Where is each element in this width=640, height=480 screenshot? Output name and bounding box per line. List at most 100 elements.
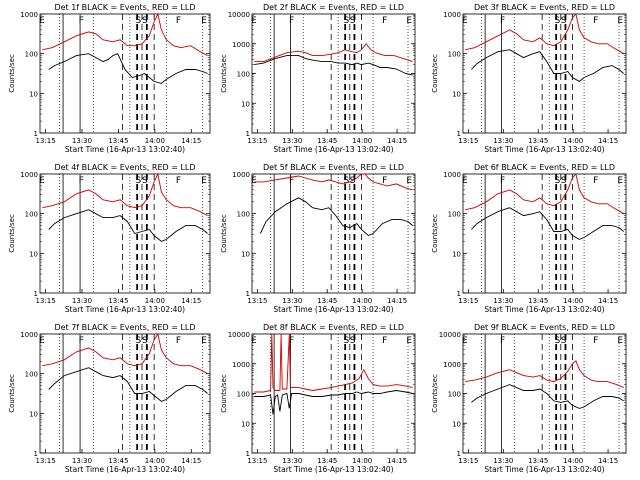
y-tick-label: 10	[452, 90, 461, 98]
x-tick-label: 13:30	[72, 457, 92, 465]
period-marker-label: F	[500, 176, 505, 186]
y-tick-label: 10	[29, 90, 38, 98]
y-tick-label: 1	[457, 450, 461, 458]
y-axis-label: Counts/sec	[220, 214, 228, 253]
y-tick-label: 100	[25, 371, 38, 379]
chart-title: Det 9f BLACK = Events, RED = LLD	[474, 323, 615, 332]
y-tick-label: 1000	[232, 171, 250, 179]
series-events	[48, 209, 208, 242]
x-axis-label: Start Time (16-Apr-13 13:02:40)	[273, 305, 393, 314]
period-marker-label: E	[39, 336, 45, 346]
period-marker-label: S	[350, 176, 356, 186]
y-tick-label: 100	[237, 211, 250, 219]
series-lld	[465, 173, 624, 215]
x-tick-label: 14:00	[352, 297, 372, 305]
period-marker-label: E	[462, 336, 468, 346]
period-marker-label: E	[39, 176, 45, 186]
series-lld	[42, 332, 208, 375]
period-marker-label: F	[593, 176, 598, 186]
period-marker-label: E	[406, 16, 412, 26]
series-lld	[254, 333, 413, 393]
period-marker-label: F	[289, 176, 294, 186]
period-marker-label: F	[500, 336, 505, 346]
x-tick-label: 14:15	[387, 137, 407, 145]
chart-title: Det 5f BLACK = Events, RED = LLD	[263, 163, 404, 172]
period-marker-label: F	[382, 336, 387, 346]
period-marker-label: E	[251, 16, 257, 26]
x-tick-label: 13:45	[528, 137, 548, 145]
x-tick-label: 14:00	[563, 137, 583, 145]
x-tick-label: 13:15	[458, 457, 478, 465]
y-tick-label: 1	[457, 290, 461, 298]
period-marker-label: S	[554, 336, 560, 346]
y-axis-label: Counts/sec	[431, 374, 439, 413]
period-marker-label: E	[406, 336, 412, 346]
series-lld	[465, 13, 624, 55]
x-tick-label: 14:15	[598, 457, 618, 465]
period-marker-label: E	[617, 336, 623, 346]
y-tick-label: 1	[246, 130, 250, 138]
series-events	[254, 390, 413, 415]
plot-frame	[39, 333, 211, 454]
period-marker-label: E	[462, 176, 468, 186]
series-events	[471, 207, 624, 240]
x-tick-label: 13:30	[493, 297, 513, 305]
y-tick-label: 1	[457, 130, 461, 138]
x-tick-label: 13:30	[282, 137, 302, 145]
period-marker-label: E	[39, 16, 45, 26]
period-marker-label: F	[289, 336, 294, 346]
period-marker-label: F	[593, 16, 598, 26]
y-tick-label: 100	[25, 51, 38, 59]
period-marker-label: E	[406, 176, 412, 186]
period-marker-label: E	[251, 336, 257, 346]
x-tick-label: 13:15	[35, 137, 55, 145]
period-marker-label: S	[350, 336, 356, 346]
period-marker-label: F	[382, 176, 387, 186]
y-tick-label: 1	[34, 290, 38, 298]
y-axis-label: Counts/sec	[431, 54, 439, 93]
period-marker-label: S	[343, 336, 349, 346]
period-marker-label: F	[176, 16, 181, 26]
x-axis-label: Start Time (16-Apr-13 13:02:40)	[65, 145, 185, 154]
y-tick-label: 10	[452, 420, 461, 428]
x-tick-label: 13:30	[282, 457, 302, 465]
x-tick-label: 13:45	[317, 297, 337, 305]
y-tick-label: 100	[25, 211, 38, 219]
period-marker-label: S	[561, 16, 567, 26]
period-marker-label: F	[79, 336, 84, 346]
period-marker-label: S	[142, 176, 148, 186]
y-tick-label: 10	[452, 250, 461, 258]
period-marker-label: E	[617, 176, 623, 186]
x-tick-label: 13:15	[247, 137, 267, 145]
y-axis-label: Counts/sec	[8, 54, 16, 93]
x-tick-label: 13:45	[528, 297, 548, 305]
y-tick-label: 10	[241, 100, 250, 108]
plot-frame	[39, 173, 211, 294]
series-lld	[465, 360, 624, 389]
period-marker-label: F	[500, 16, 505, 26]
y-tick-label: 10	[29, 250, 38, 258]
x-axis-label: Start Time (16-Apr-13 13:02:40)	[65, 465, 185, 474]
y-tick-label: 1000	[443, 171, 461, 179]
period-marker-label: E	[201, 16, 207, 26]
period-marker-label: F	[79, 16, 84, 26]
x-tick-label: 14:15	[181, 457, 201, 465]
series-lld	[254, 43, 413, 63]
x-tick-label: 14:15	[387, 297, 407, 305]
y-tick-label: 100	[448, 391, 461, 399]
x-tick-label: 13:45	[108, 137, 128, 145]
y-axis-label: Counts/sec	[220, 54, 228, 93]
x-tick-label: 13:45	[317, 137, 337, 145]
y-tick-label: 1000	[20, 11, 38, 19]
series-events	[48, 367, 208, 402]
period-marker-label: S	[561, 336, 567, 346]
x-tick-label: 13:45	[108, 297, 128, 305]
series-events	[471, 384, 624, 409]
